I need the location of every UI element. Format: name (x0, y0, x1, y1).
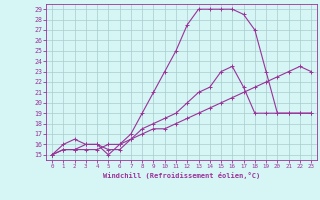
X-axis label: Windchill (Refroidissement éolien,°C): Windchill (Refroidissement éolien,°C) (103, 172, 260, 179)
